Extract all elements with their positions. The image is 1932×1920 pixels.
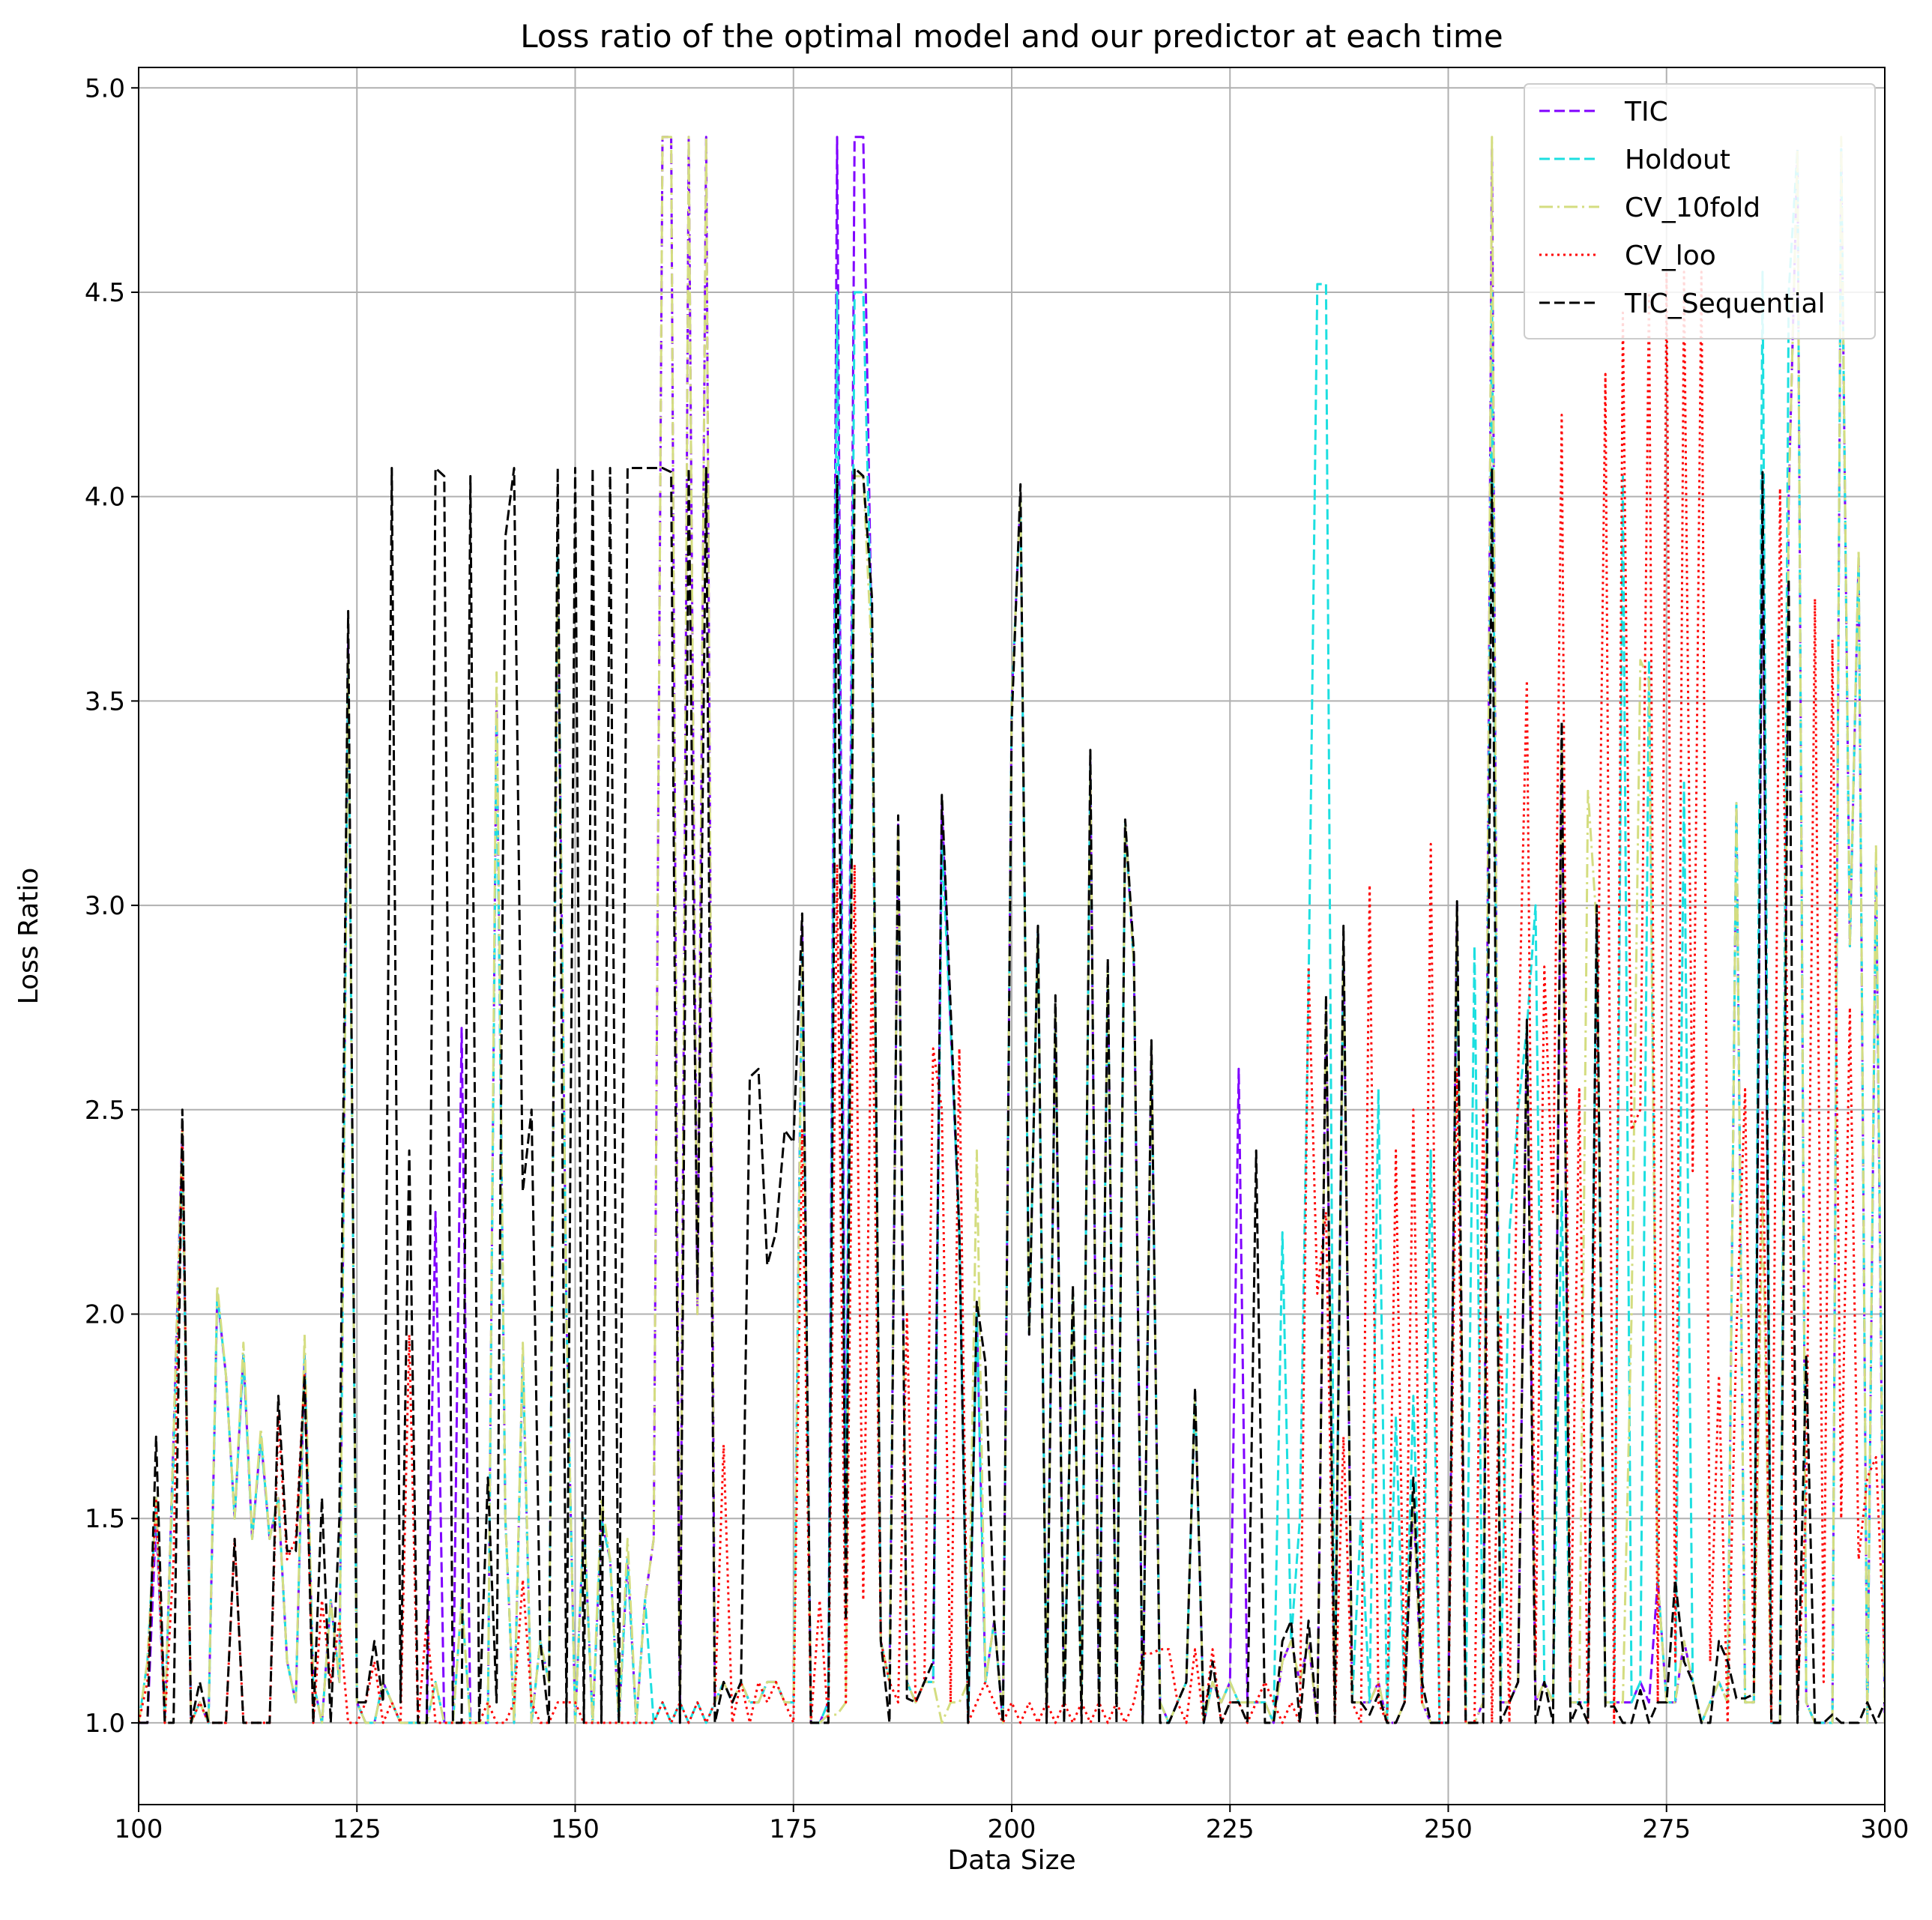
x-tick-label: 250 [1424,1814,1473,1844]
legend-label-cv-loo: CV_loo [1625,241,1716,271]
series-line-cv-10fold [139,136,1885,1724]
axis-ticks: 100 125 150 175 200 225 250 275 300 1.0 1.5 2.0 2.5 3… [85,73,1910,1844]
legend-label-tic-sequential: TIC_Sequential [1624,289,1826,319]
y-tick-label: 1.0 [85,1709,125,1739]
legend-box [1524,83,1876,339]
legend-label-cv-10fold: CV_10fold [1625,193,1760,223]
y-tick-label: 4.5 [85,278,125,308]
x-tick-label: 125 [333,1814,381,1844]
x-tick-label: 275 [1642,1814,1691,1844]
x-tick-label: 100 [115,1814,163,1844]
x-tick-label: 150 [551,1814,600,1844]
chart-title: Loss ratio of the optimal model and our … [520,18,1503,55]
x-tick-label: 225 [1206,1814,1255,1844]
x-axis-title: Data Size [947,1845,1075,1876]
y-tick-label: 2.0 [85,1300,125,1330]
legend-label-holdout: Holdout [1625,145,1730,175]
legend-label-tic: TIC [1624,97,1668,127]
y-tick-label: 2.5 [85,1096,125,1126]
series-lines [139,136,1885,1724]
x-tick-label: 200 [988,1814,1036,1844]
legend: TIC Holdout CV_10fold CV_loo TIC_Sequential [1524,83,1876,339]
series-line-tic-sequential [139,467,1885,1724]
x-tick-label: 300 [1861,1814,1910,1844]
y-tick-label: 3.0 [85,891,125,921]
y-tick-label: 1.5 [85,1504,125,1534]
y-tick-label: 3.5 [85,686,125,716]
y-axis-title: Loss Ratio [13,868,44,1005]
x-tick-label: 175 [769,1814,818,1844]
y-tick-label: 4.0 [85,483,125,513]
y-tick-label: 5.0 [85,73,125,103]
series-line-cv-loo [139,271,1885,1724]
